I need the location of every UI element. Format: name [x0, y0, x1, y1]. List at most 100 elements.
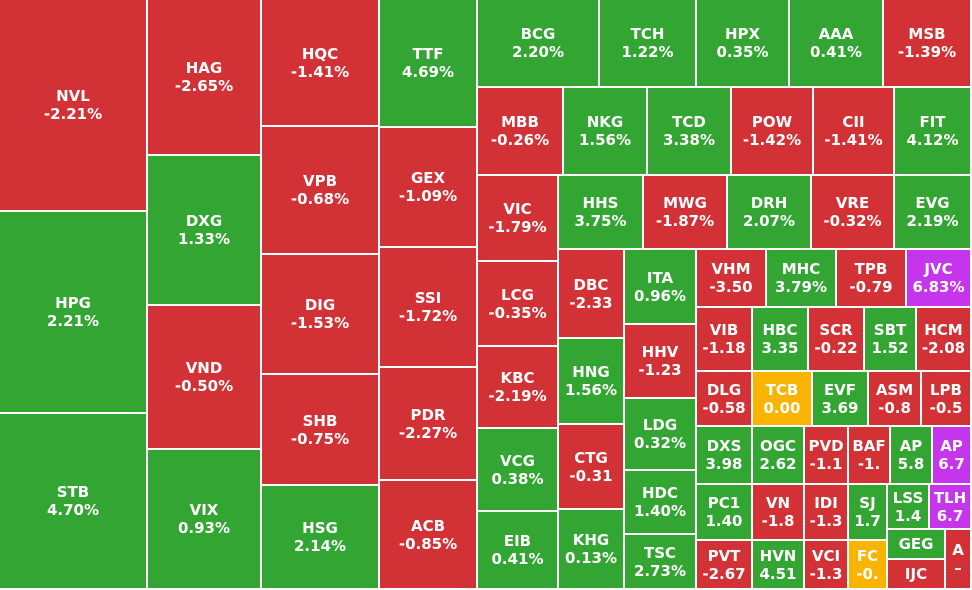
treemap-cell-a[interactable]: A –	[946, 530, 972, 590]
ticker-label: VPB	[302, 172, 338, 190]
treemap-cell-sj[interactable]: SJ 1.7	[849, 485, 888, 541]
treemap-cell-vn[interactable]: VN -1.8	[753, 485, 805, 541]
treemap-cell-vix[interactable]: VIX 0.93%	[148, 450, 262, 590]
treemap-cell-evg[interactable]: EVG 2.19%	[895, 176, 972, 250]
treemap-cell-ldg[interactable]: LDG 0.32%	[625, 399, 697, 471]
treemap-cell-vib[interactable]: VIB -1.18	[697, 308, 753, 372]
ticker-label: DIG	[304, 296, 336, 314]
treemap-cell-idi[interactable]: IDI -1.3	[805, 485, 849, 541]
treemap-cell-lpb[interactable]: LPB -0.5	[922, 372, 972, 427]
treemap-cell-geg[interactable]: GEG	[888, 530, 946, 560]
treemap-cell-pvt[interactable]: PVT -2.67	[697, 541, 753, 590]
change-label: 3.38%	[662, 131, 716, 149]
treemap-cell-khg[interactable]: KHG 0.13%	[559, 510, 625, 590]
change-label: -1.	[857, 455, 881, 473]
change-label: -0.85%	[398, 534, 458, 553]
treemap-cell-mwg[interactable]: MWG -1.87%	[644, 176, 728, 250]
change-label: 0.96%	[633, 286, 687, 305]
treemap-cell-eib[interactable]: EIB 0.41%	[478, 512, 559, 590]
treemap-cell-hsg[interactable]: HSG 2.14%	[262, 486, 380, 590]
change-label: 3.69	[821, 398, 859, 417]
treemap-cell-dxs[interactable]: DXS 3.98	[697, 427, 753, 485]
treemap-cell-hhs[interactable]: HHS 3.75%	[559, 176, 644, 250]
treemap-cell-gex[interactable]: GEX -1.09%	[380, 128, 478, 248]
treemap-cell-pow[interactable]: POW -1.42%	[732, 88, 814, 176]
treemap-cell-pdr[interactable]: PDR -2.27%	[380, 368, 478, 481]
change-label: -1.09%	[398, 187, 458, 205]
treemap-cell-tsc[interactable]: TSC 2.73%	[625, 535, 697, 590]
treemap-cell-vcg[interactable]: VCG 0.38%	[478, 429, 559, 512]
treemap-cell-hbc[interactable]: HBC 3.35	[753, 308, 809, 372]
ticker-label: TLH	[933, 488, 967, 507]
treemap-cell-tch[interactable]: TCH 1.22%	[600, 0, 697, 88]
treemap-cell-dig[interactable]: DIG -1.53%	[262, 255, 380, 375]
change-label: 0.38%	[491, 469, 544, 488]
treemap-cell-tlh[interactable]: TLH 6.7	[930, 485, 972, 530]
treemap-cell-fc[interactable]: FC -0.	[849, 541, 888, 590]
treemap-cell-hcm[interactable]: HCM -2.08	[917, 308, 972, 372]
treemap-cell-hag[interactable]: HAG -2.65%	[148, 0, 262, 156]
ticker-label: VCG	[500, 451, 535, 470]
treemap-cell-stb[interactable]: STB 4.70%	[0, 414, 148, 590]
treemap-cell-tpb[interactable]: TPB -0.79	[837, 250, 907, 308]
treemap-cell-baf[interactable]: BAF -1.	[849, 427, 891, 485]
treemap-cell-msb[interactable]: MSB -1.39%	[884, 0, 972, 88]
treemap-cell-drh[interactable]: DRH 2.07%	[728, 176, 812, 250]
treemap-cell-bcg[interactable]: BCG 2.20%	[478, 0, 600, 88]
treemap-cell-evf[interactable]: EVF 3.69	[813, 372, 869, 427]
treemap-cell-pc1[interactable]: PC1 1.40	[697, 485, 753, 541]
change-label: 6.7	[938, 455, 965, 473]
treemap-cell-hvn[interactable]: HVN 4.51	[753, 541, 805, 590]
treemap-cell-mbb[interactable]: MBB -0.26%	[478, 88, 564, 176]
treemap-cell-ttf[interactable]: TTF 4.69%	[380, 0, 478, 128]
treemap-cell-pvd[interactable]: PVD -1.1	[805, 427, 849, 485]
treemap-cell-vre[interactable]: VRE -0.32%	[812, 176, 895, 250]
ticker-label: MSB	[908, 25, 946, 43]
change-label: 3.35	[761, 339, 799, 357]
treemap-cell-nvl[interactable]: NVL -2.21%	[0, 0, 148, 212]
treemap-cell-hhv[interactable]: HHV -1.23	[625, 325, 697, 399]
treemap-cell-vci[interactable]: VCI -1.3	[805, 541, 849, 590]
treemap-cell-dxg[interactable]: DXG 1.33%	[148, 156, 262, 306]
ticker-label: DXS	[706, 437, 742, 455]
treemap-cell-ap[interactable]: AP 6.7	[933, 427, 972, 485]
treemap-cell-asm[interactable]: ASM -0.8	[869, 372, 922, 427]
treemap-cell-hpg[interactable]: HPG 2.21%	[0, 212, 148, 414]
treemap-cell-kbc[interactable]: KBC -2.19%	[478, 347, 559, 429]
treemap-cell-ita[interactable]: ITA 0.96%	[625, 250, 697, 325]
change-label: 3.98	[705, 455, 743, 473]
treemap-cell-sbt[interactable]: SBT 1.52	[865, 308, 917, 372]
treemap-cell-hng[interactable]: HNG 1.56%	[559, 339, 625, 425]
treemap-cell-ssi[interactable]: SSI -1.72%	[380, 248, 478, 368]
treemap-cell-ogc[interactable]: OGC 2.62	[753, 427, 805, 485]
treemap-cell-vhm[interactable]: VHM -3.50	[697, 250, 767, 308]
treemap-cell-vnd[interactable]: VND -0.50%	[148, 306, 262, 450]
treemap-cell-tcd[interactable]: TCD 3.38%	[648, 88, 732, 176]
treemap-cell-ijc[interactable]: IJC	[888, 560, 946, 590]
treemap-cell-ap[interactable]: AP 5.8	[891, 427, 933, 485]
treemap-cell-acb[interactable]: ACB -0.85%	[380, 481, 478, 590]
treemap-cell-ctg[interactable]: CTG -0.31	[559, 425, 625, 510]
treemap-cell-dbc[interactable]: DBC -2.33	[559, 250, 625, 339]
treemap-cell-hdc[interactable]: HDC 1.40%	[625, 471, 697, 535]
treemap-cell-lss[interactable]: LSS 1.4	[888, 485, 930, 530]
treemap-cell-scr[interactable]: SCR -0.22	[809, 308, 865, 372]
ticker-label: FC	[856, 546, 879, 565]
treemap-cell-cii[interactable]: CII -1.41%	[814, 88, 895, 176]
ticker-label: VHM	[711, 260, 751, 278]
treemap-cell-hpx[interactable]: HPX 0.35%	[697, 0, 790, 88]
treemap-cell-vic[interactable]: VIC -1.79%	[478, 176, 559, 262]
treemap-cell-dlg[interactable]: DLG -0.58	[697, 372, 753, 427]
treemap-cell-tcb[interactable]: TCB 0.00	[753, 372, 813, 427]
treemap-cell-vpb[interactable]: VPB -0.68%	[262, 127, 380, 255]
treemap-cell-hqc[interactable]: HQC -1.41%	[262, 0, 380, 127]
treemap-cell-aaa[interactable]: AAA 0.41%	[790, 0, 884, 88]
ticker-label: HAG	[185, 59, 223, 77]
treemap-cell-mhc[interactable]: MHC 3.79%	[767, 250, 837, 308]
change-label: -1.53%	[290, 314, 350, 332]
treemap-cell-lcg[interactable]: LCG -0.35%	[478, 262, 559, 347]
treemap-cell-shb[interactable]: SHB -0.75%	[262, 375, 380, 486]
treemap-cell-fit[interactable]: FIT 4.12%	[895, 88, 972, 176]
treemap-cell-jvc[interactable]: JVC 6.83%	[907, 250, 972, 308]
treemap-cell-nkg[interactable]: NKG 1.56%	[564, 88, 648, 176]
